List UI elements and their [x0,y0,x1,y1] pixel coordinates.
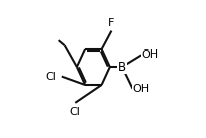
Text: OH: OH [133,84,150,94]
Text: F: F [108,18,115,28]
Text: Cl: Cl [70,107,81,117]
Text: Cl: Cl [46,72,56,82]
Text: OH: OH [141,49,158,59]
Text: B: B [118,61,126,74]
Text: OH: OH [141,50,158,60]
Text: OH: OH [133,84,150,94]
